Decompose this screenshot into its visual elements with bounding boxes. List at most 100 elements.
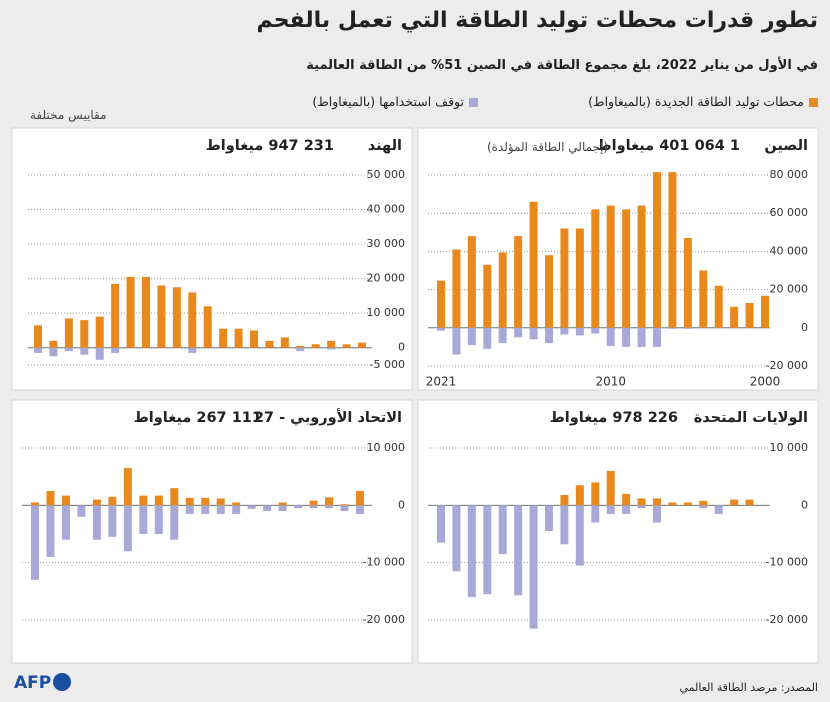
bar	[575, 485, 584, 506]
bar	[575, 327, 584, 336]
bar	[356, 491, 364, 506]
bar	[340, 504, 349, 506]
note: مقاييس مختلفة	[30, 108, 107, 122]
bar	[157, 285, 166, 348]
bar	[154, 495, 163, 506]
panel-title: الصين	[764, 138, 808, 154]
y-tick-label: 20 000	[367, 272, 406, 285]
legend-label: محطات توليد الطاقة الجديدة (بالميغاواط)	[588, 94, 804, 109]
bar	[514, 327, 523, 338]
bar	[467, 327, 476, 345]
bar	[247, 505, 256, 509]
bar	[452, 505, 461, 572]
bar	[437, 327, 445, 331]
bar	[653, 172, 661, 328]
bar	[699, 500, 708, 506]
bar	[108, 505, 117, 537]
bar	[123, 505, 132, 552]
y-tick-label: -20 000	[363, 613, 405, 626]
bar	[622, 493, 631, 506]
y-tick-label: -20 000	[766, 613, 808, 626]
y-tick-label: 0	[801, 321, 808, 334]
bar	[498, 252, 507, 328]
bar	[683, 502, 692, 506]
panel-title: الهند	[367, 138, 402, 154]
bar	[437, 280, 445, 328]
logo-text: AFP	[14, 673, 52, 693]
bar	[529, 201, 538, 328]
y-tick-label: 50 000	[367, 168, 406, 181]
y-tick-label: 40 000	[770, 244, 809, 257]
y-tick-label: 0	[398, 341, 405, 354]
bar	[545, 327, 553, 344]
bar	[356, 505, 364, 514]
bar	[437, 505, 445, 543]
bar	[108, 496, 117, 506]
bar	[188, 292, 197, 348]
bar	[606, 505, 615, 514]
y-tick-label: 10 000	[770, 441, 809, 454]
bar	[699, 327, 708, 329]
logo-dot	[53, 673, 72, 691]
bar	[653, 327, 661, 347]
bar	[31, 505, 39, 580]
bar	[296, 346, 305, 348]
bar	[498, 505, 507, 555]
bar	[529, 505, 538, 629]
bar	[61, 505, 70, 540]
bar	[591, 482, 600, 506]
bar	[545, 505, 553, 532]
bar	[483, 327, 492, 349]
bar	[170, 505, 179, 540]
bar	[683, 327, 692, 329]
panel-subtitle: (إجمالي الطاقة المؤلدة)	[486, 140, 608, 154]
bar	[467, 505, 476, 598]
legend-swatch	[469, 98, 478, 107]
bar	[668, 327, 677, 329]
bar	[263, 505, 272, 512]
bar	[327, 340, 336, 348]
bar	[714, 505, 723, 514]
logo: AFP	[14, 673, 72, 693]
panel-total: 1 064 401 ميغاواط	[596, 138, 740, 154]
bar	[325, 497, 334, 506]
bar	[232, 505, 241, 514]
x-tick-label: 2000	[750, 375, 781, 389]
bar	[185, 505, 194, 514]
bar	[278, 502, 287, 506]
y-tick-label: 0	[398, 498, 405, 511]
y-tick-label: 80 000	[770, 168, 809, 181]
bar	[560, 505, 569, 545]
x-tick-label: 2010	[595, 375, 626, 389]
y-tick-label: 40 000	[367, 203, 406, 216]
bar	[123, 468, 132, 506]
bar	[745, 302, 754, 328]
legend-label: توقف استخدامها (بالميغاواط)	[312, 94, 464, 109]
bar	[201, 497, 210, 506]
bar	[498, 327, 507, 344]
bar	[591, 327, 600, 334]
bar	[560, 327, 569, 335]
bar	[560, 495, 569, 506]
bar	[514, 236, 523, 328]
bar	[142, 276, 150, 348]
bar	[34, 325, 42, 348]
bar	[309, 505, 318, 509]
bar	[139, 505, 148, 534]
bar	[154, 505, 163, 534]
source: المصدر: مرصد الطاقة العالمي	[679, 681, 818, 694]
bar	[294, 505, 303, 509]
bar	[560, 228, 569, 328]
bar	[46, 491, 55, 506]
panel	[11, 399, 413, 664]
bar	[637, 205, 646, 328]
bar	[637, 498, 646, 506]
legend-swatch	[809, 98, 818, 107]
bar	[683, 238, 692, 328]
bar	[327, 347, 336, 350]
bar	[111, 347, 120, 353]
bar	[622, 505, 631, 514]
bar	[514, 505, 523, 596]
